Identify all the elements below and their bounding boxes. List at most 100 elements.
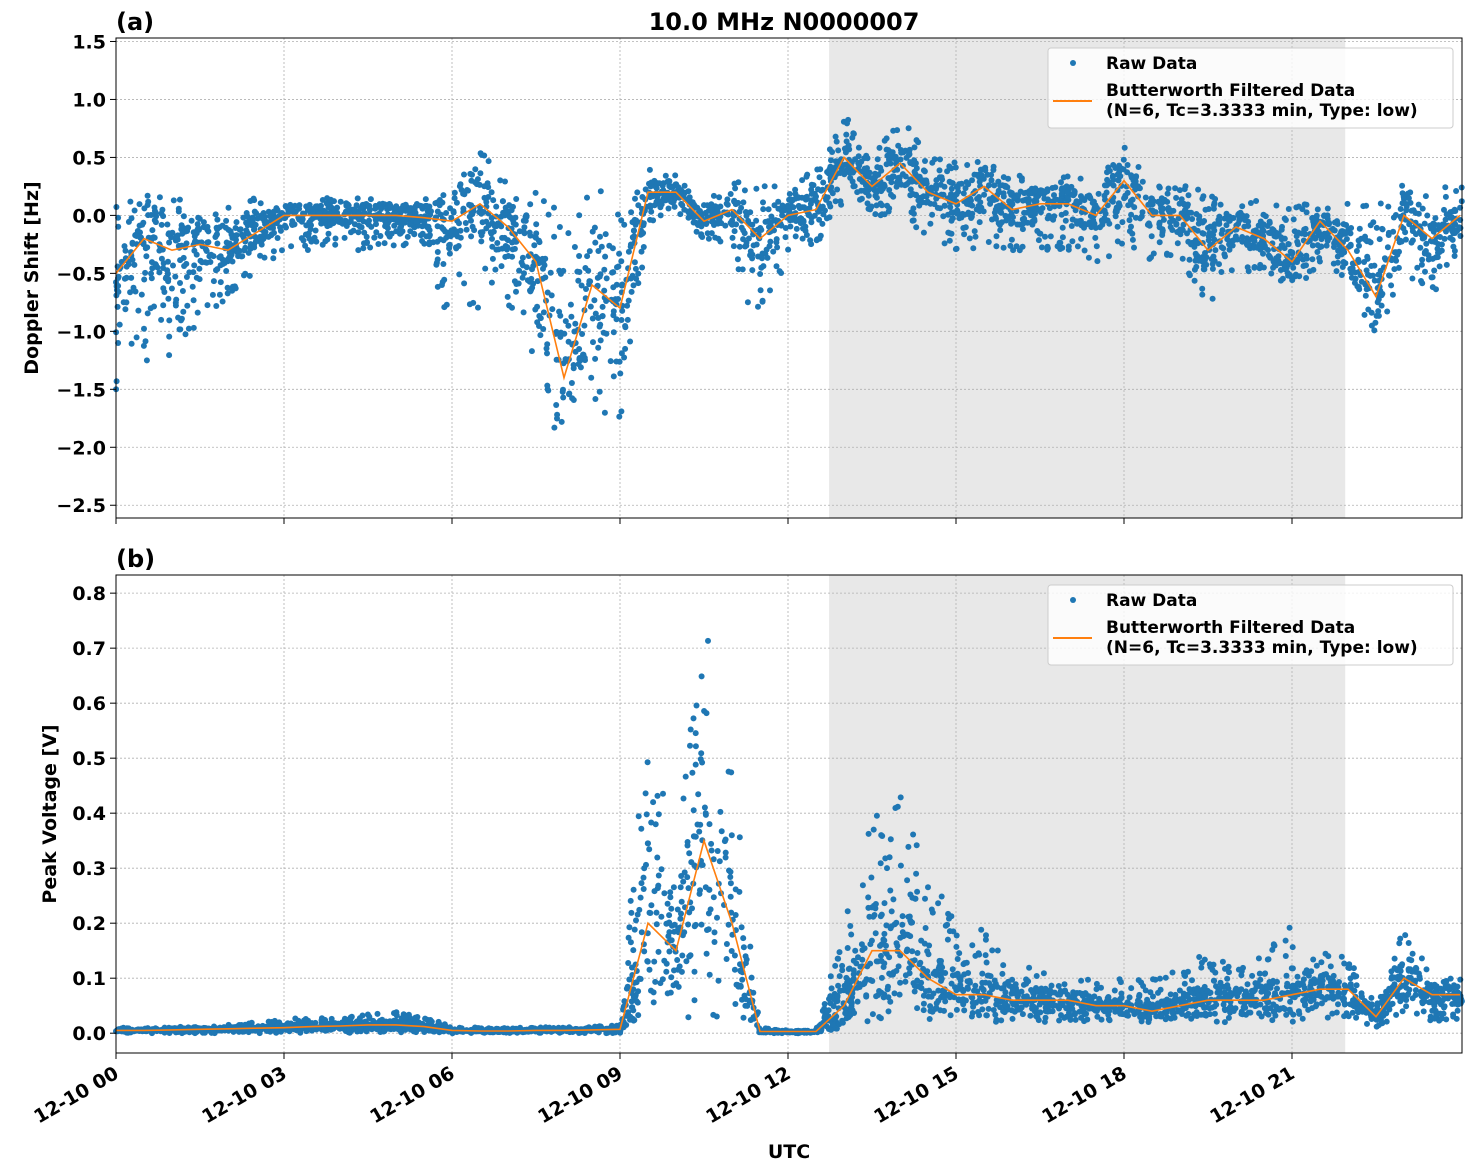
- raw-data-point: [1251, 265, 1257, 271]
- raw-data-point: [165, 276, 171, 282]
- raw-data-point: [1214, 1019, 1220, 1025]
- raw-data-point: [434, 239, 440, 245]
- raw-data-point: [758, 265, 764, 271]
- raw-data-point: [130, 240, 136, 246]
- raw-data-point: [997, 227, 1003, 233]
- raw-data-point: [1424, 966, 1430, 972]
- raw-data-point: [949, 209, 955, 215]
- raw-data-point: [861, 169, 867, 175]
- raw-data-point: [1345, 201, 1351, 207]
- raw-data-point: [1178, 227, 1184, 233]
- raw-data-point: [440, 261, 446, 267]
- raw-data-point: [1185, 202, 1191, 208]
- raw-data-point: [914, 137, 920, 143]
- raw-data-point: [238, 226, 244, 232]
- raw-data-point: [1145, 202, 1151, 208]
- raw-data-point: [1233, 233, 1239, 239]
- raw-data-point: [911, 211, 917, 217]
- raw-data-point: [509, 240, 515, 246]
- raw-data-point: [675, 907, 681, 913]
- raw-data-point: [660, 791, 666, 797]
- raw-data-point: [608, 358, 614, 364]
- raw-data-point: [330, 220, 336, 226]
- raw-data-point: [475, 176, 481, 182]
- raw-data-point: [1156, 184, 1162, 190]
- raw-data-point: [502, 179, 508, 185]
- legend: Raw Data Butterworth Filtered Data(N=6, …: [1048, 48, 1453, 128]
- raw-data-point: [1348, 225, 1354, 231]
- raw-data-point: [1110, 174, 1116, 180]
- raw-data-point: [968, 215, 974, 221]
- raw-data-point: [1195, 187, 1201, 193]
- raw-data-point: [477, 170, 483, 176]
- raw-data-point: [871, 827, 877, 833]
- raw-data-point: [1343, 222, 1349, 228]
- raw-data-point: [214, 241, 220, 247]
- raw-data-point: [760, 206, 766, 212]
- raw-data-point: [598, 188, 604, 194]
- raw-data-point: [135, 228, 141, 234]
- raw-data-point: [270, 255, 276, 261]
- raw-data-point: [1199, 292, 1205, 298]
- raw-data-point: [180, 288, 186, 294]
- raw-data-point: [367, 207, 373, 213]
- raw-data-point: [770, 249, 776, 255]
- raw-data-point: [1452, 253, 1458, 259]
- raw-data-point: [1097, 224, 1103, 230]
- raw-data-point: [1364, 1021, 1370, 1027]
- raw-data-point: [632, 196, 638, 202]
- raw-data-point: [372, 206, 378, 212]
- raw-data-point: [812, 191, 818, 197]
- raw-data-point: [998, 210, 1004, 216]
- raw-data-point: [1170, 970, 1176, 976]
- raw-data-point: [1443, 194, 1449, 200]
- raw-data-point: [407, 222, 413, 228]
- raw-data-point: [1216, 217, 1222, 223]
- raw-data-point: [1074, 218, 1080, 224]
- raw-data-point: [405, 208, 411, 214]
- raw-data-point: [925, 884, 931, 890]
- raw-data-point: [964, 960, 970, 966]
- raw-data-point: [226, 205, 232, 211]
- raw-data-point: [166, 317, 172, 323]
- raw-data-point: [1332, 220, 1338, 226]
- raw-data-point: [152, 205, 158, 211]
- raw-data-point: [305, 247, 311, 253]
- raw-data-point: [680, 879, 686, 885]
- raw-data-point: [837, 170, 843, 176]
- raw-data-point: [945, 937, 951, 943]
- raw-data-point: [456, 220, 462, 226]
- raw-data-point: [861, 155, 867, 161]
- raw-data-point: [206, 253, 212, 259]
- raw-data-point: [565, 323, 571, 329]
- raw-data-point: [678, 201, 684, 207]
- raw-data-point: [237, 248, 243, 254]
- raw-data-point: [1005, 176, 1011, 182]
- raw-data-point: [513, 289, 519, 295]
- raw-data-point: [174, 233, 180, 239]
- raw-data-point: [1224, 236, 1230, 242]
- raw-data-point: [1304, 256, 1310, 262]
- raw-data-point: [183, 331, 189, 337]
- raw-data-point: [953, 246, 959, 252]
- raw-data-point: [628, 209, 634, 215]
- raw-data-point: [1069, 223, 1075, 229]
- raw-data-point: [939, 177, 945, 183]
- raw-data-point: [195, 310, 201, 316]
- raw-data-point: [1200, 255, 1206, 261]
- raw-data-point: [1356, 243, 1362, 249]
- raw-data-point: [527, 230, 533, 236]
- raw-data-point: [1026, 965, 1032, 971]
- raw-data-point: [683, 958, 689, 964]
- raw-data-point: [1400, 200, 1406, 206]
- y-ticks: 1.51.00.50.0−0.5−1.0−1.5−2.0−2.5: [56, 31, 116, 517]
- raw-data-point: [667, 889, 673, 895]
- raw-data-point: [312, 235, 318, 241]
- raw-data-point: [921, 230, 927, 236]
- raw-data-point: [1148, 254, 1154, 260]
- raw-data-point: [886, 205, 892, 211]
- raw-data-point: [499, 263, 505, 269]
- raw-data-point: [614, 282, 620, 288]
- raw-data-point: [1285, 241, 1291, 247]
- raw-data-point: [850, 170, 856, 176]
